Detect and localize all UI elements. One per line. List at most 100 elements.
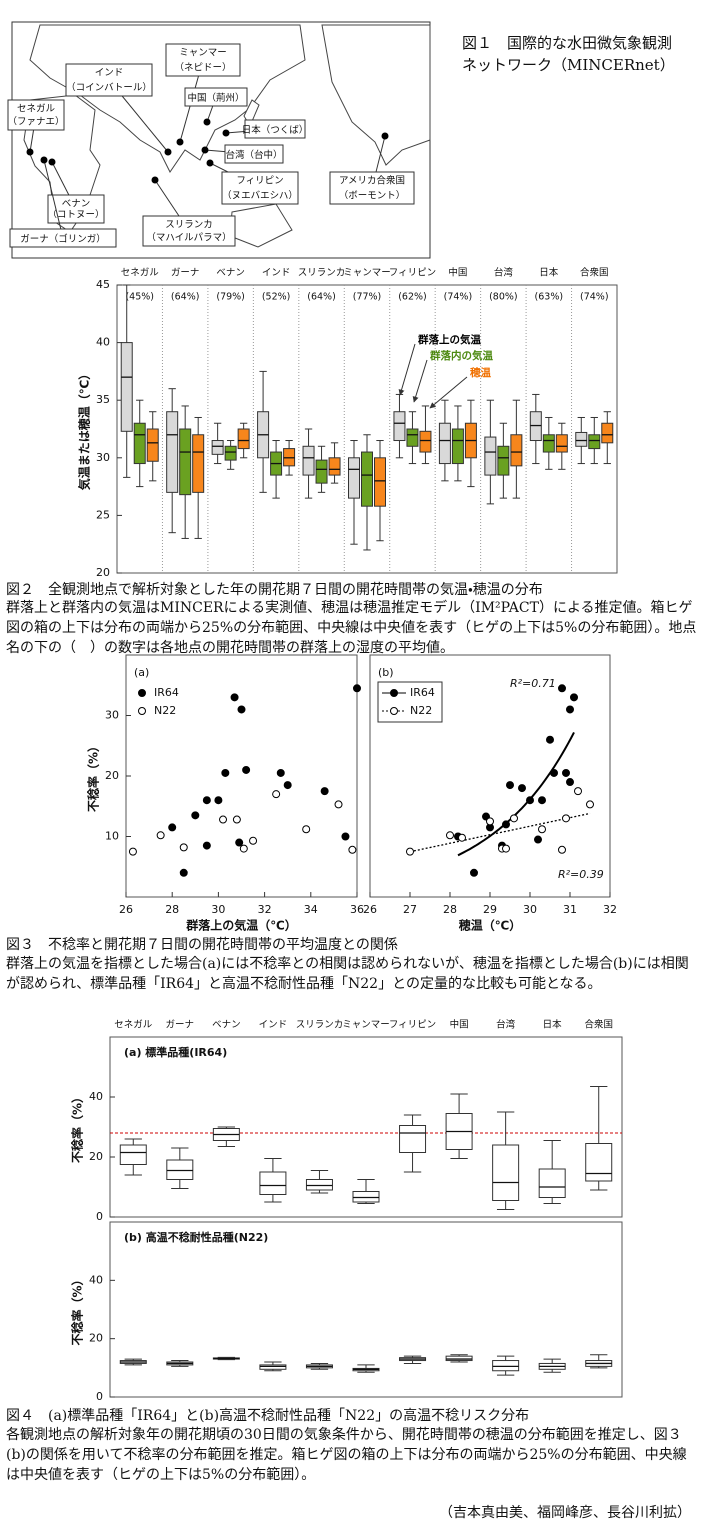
plot-frame [125,654,358,898]
legend-marker [390,707,398,715]
data-point [235,838,244,847]
fig4-caption-title: 図４ (a)標準品種「IR64」と(b)高温不稔耐性品種「N22」の高温不稔リス… [6,1408,530,1424]
category-label: 日本 [539,267,559,279]
site-label: ガーナ（ゴリンガ） [20,233,106,245]
category-label: ミャンマー [342,1020,390,1031]
x-axis-label: 群落上の気温（℃） [185,918,297,933]
site-place: （ボーモント） [339,190,406,202]
y-tick-label: 20 [89,1332,103,1345]
legend-label: IR64 [410,686,435,699]
y-tick-label: 40 [89,1090,103,1103]
box [542,434,555,453]
annotation-arrow [412,359,428,403]
data-point [239,844,248,853]
category-label: インド [262,268,291,279]
r-squared: R²=0.71 [510,677,556,690]
humidity-label: (62%) [398,292,427,303]
data-point [348,845,357,854]
site-dot [151,176,159,184]
data-point [562,768,570,777]
legend-label: N22 [154,704,176,717]
data-point [406,847,414,856]
y-tick-label: 40 [96,336,110,349]
y-axis-label: 気温または穂温（℃） [77,368,92,491]
x-tick-label: 34 [304,903,318,916]
category-label: 中国 [450,1019,469,1031]
x-tick-label: 30 [523,903,537,916]
box [406,428,419,447]
category-label: ミャンマー [343,268,391,279]
x-axis-label: 穂温（℃） [459,918,522,933]
category-label: ベナン [216,268,245,279]
humidity-label: (63%) [535,292,564,303]
site-box [165,43,241,77]
box [588,434,601,450]
y-tick-label: 25 [96,508,110,521]
humidity-label: (74%) [444,292,473,303]
site-box [329,171,415,205]
category-label: セネガル [121,268,160,279]
data-point [586,800,594,809]
data-point [202,841,211,850]
data-point [237,705,246,714]
data-point [341,832,350,841]
box [361,451,373,507]
site-box [142,215,236,247]
site-label: 日本（つくば） [242,124,309,136]
legend-box [377,681,443,723]
leader-line [43,159,64,239]
humidity-label: (80%) [489,292,518,303]
y-tick-label: 0 [96,1210,103,1223]
data-point [558,684,566,693]
annotation-arrow [429,376,468,409]
data-point [562,814,570,823]
humidity-label: (79%) [216,292,245,303]
y-tick-label: 35 [96,393,110,406]
site-box [221,171,299,205]
y-tick-label: 0 [96,1390,103,1403]
data-point [534,835,542,844]
site-dot [176,138,184,146]
box [328,457,341,476]
site-place: （ゴリンガ） [49,233,106,245]
x-tick-label: 32 [603,903,617,916]
category-label: フィリピン [389,1020,436,1031]
series-annotation: 穂温 [470,366,491,379]
site-place: （荊州） [207,92,245,104]
y-tick-label: 20 [89,1150,103,1163]
humidity-label: (45%) [125,292,154,303]
data-point [486,817,494,826]
x-tick-label: 32 [258,903,272,916]
box [352,1191,380,1203]
box [259,1364,287,1370]
fig2-caption-title: 図２ 全観測地点で解析対象とした年の開花期７日間の開花時間帯の気温・穂温の分布 [6,582,543,598]
data-point [558,845,566,854]
site-dot [201,146,209,154]
site-name: ミャンマー [179,48,227,59]
box [166,1159,194,1180]
category-label: ガーナ [166,1020,195,1031]
x-tick-label: 27 [403,903,417,916]
data-point [502,844,510,853]
category-label: セネガル [114,1020,153,1031]
data-point [128,847,137,856]
legend-label: N22 [410,704,432,717]
x-tick-label: 26 [119,903,133,916]
site-place: （マハイルパラマ） [146,232,231,244]
data-point [518,784,526,793]
data-point [302,825,311,834]
site-place: （台中） [245,149,283,161]
fig3-caption-title: 図３ 不稔率と開花期７日間の開花時間帯の平均温度との関係 [6,937,398,953]
box [179,428,192,496]
fit-line [409,812,591,853]
box [484,436,497,476]
humidity-label: (64%) [171,292,200,303]
site-place: （コインバトール） [66,82,152,94]
box [315,459,328,484]
data-point [526,796,534,805]
legend-marker [138,689,146,697]
y-tick-label: 45 [96,278,110,291]
data-point [221,768,230,777]
box [492,1360,520,1372]
